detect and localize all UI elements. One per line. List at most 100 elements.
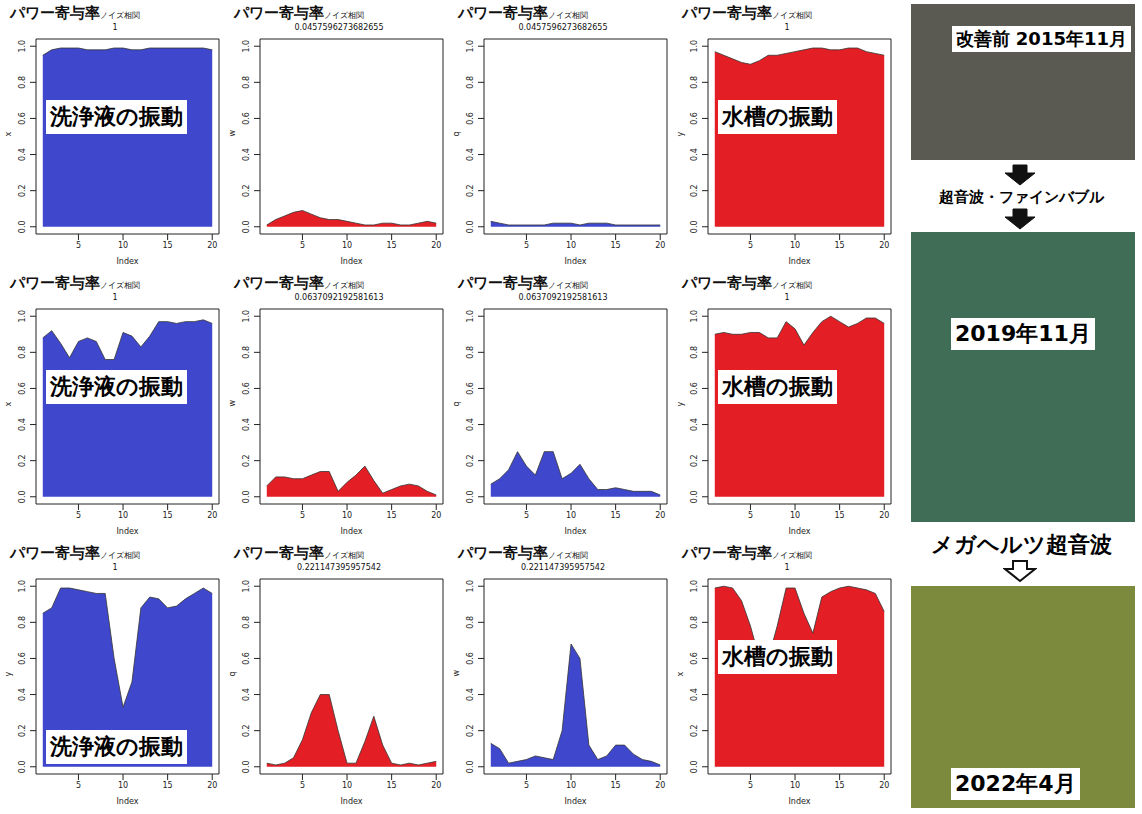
svg-text:0.4: 0.4 [690, 688, 699, 701]
svg-text:0.6: 0.6 [18, 652, 27, 665]
svg-text:0.8: 0.8 [690, 346, 699, 359]
svg-text:1.0: 1.0 [690, 580, 699, 593]
svg-text:0.0: 0.0 [18, 220, 27, 233]
svg-text:0.0: 0.0 [690, 490, 699, 503]
svg-text:0.6: 0.6 [690, 382, 699, 395]
svg-text:0.2: 0.2 [690, 184, 699, 197]
svg-text:0.8: 0.8 [466, 76, 475, 89]
svg-text:0.2: 0.2 [690, 454, 699, 467]
svg-text:15: 15 [611, 241, 621, 250]
svg-text:0.6: 0.6 [242, 112, 251, 125]
svg-text:5: 5 [524, 781, 529, 790]
svg-text:10: 10 [118, 241, 128, 250]
svg-text:10: 10 [790, 241, 800, 250]
svg-text:20: 20 [655, 511, 665, 520]
svg-text:0.8: 0.8 [242, 76, 251, 89]
svg-text:Index: Index [788, 257, 810, 266]
svg-text:0.6: 0.6 [242, 382, 251, 395]
svg-text:0.4: 0.4 [466, 148, 475, 161]
svg-text:20: 20 [655, 241, 665, 250]
svg-text:0.8: 0.8 [18, 616, 27, 629]
svg-text:5: 5 [76, 781, 81, 790]
svg-text:Index: Index [116, 527, 138, 536]
svg-text:20: 20 [431, 511, 441, 520]
svg-text:0.8: 0.8 [242, 346, 251, 359]
svg-text:0.4: 0.4 [18, 418, 27, 431]
svg-text:0.2: 0.2 [242, 184, 251, 197]
svg-text:10: 10 [118, 781, 128, 790]
svg-text:0.8: 0.8 [690, 616, 699, 629]
svg-text:0.8: 0.8 [18, 76, 27, 89]
svg-text:5: 5 [748, 241, 753, 250]
svg-text:1.0: 1.0 [18, 580, 27, 593]
svg-text:Index: Index [116, 797, 138, 806]
svg-text:15: 15 [163, 781, 173, 790]
svg-text:15: 15 [835, 241, 845, 250]
svg-text:0.6: 0.6 [18, 382, 27, 395]
svg-text:0.2: 0.2 [242, 724, 251, 737]
svg-text:20: 20 [431, 781, 441, 790]
svg-text:Index: Index [116, 257, 138, 266]
svg-text:0.2: 0.2 [466, 454, 475, 467]
svg-text:10: 10 [790, 781, 800, 790]
svg-text:10: 10 [342, 511, 352, 520]
svg-text:q: q [228, 671, 237, 676]
svg-text:0.0: 0.0 [242, 220, 251, 233]
svg-text:10: 10 [118, 511, 128, 520]
svg-text:20: 20 [207, 781, 217, 790]
svg-text:15: 15 [387, 781, 397, 790]
svg-text:15: 15 [835, 781, 845, 790]
svg-text:q: q [452, 131, 461, 136]
svg-text:Index: Index [340, 257, 362, 266]
svg-text:0.6: 0.6 [466, 112, 475, 125]
svg-text:10: 10 [566, 241, 576, 250]
svg-text:20: 20 [879, 511, 889, 520]
svg-text:0.4: 0.4 [242, 688, 251, 701]
svg-text:1.0: 1.0 [18, 40, 27, 53]
svg-text:y: y [4, 672, 13, 677]
svg-text:w: w [228, 130, 237, 137]
svg-text:0.6: 0.6 [690, 112, 699, 125]
svg-text:0.8: 0.8 [18, 346, 27, 359]
svg-text:5: 5 [76, 511, 81, 520]
svg-text:0.8: 0.8 [690, 76, 699, 89]
svg-text:15: 15 [611, 781, 621, 790]
svg-text:0.4: 0.4 [466, 688, 475, 701]
svg-text:0.6: 0.6 [690, 652, 699, 665]
svg-text:1.0: 1.0 [466, 310, 475, 323]
svg-text:20: 20 [207, 241, 217, 250]
svg-text:0.4: 0.4 [690, 418, 699, 431]
svg-text:Index: Index [564, 797, 586, 806]
svg-text:5: 5 [300, 241, 305, 250]
svg-text:1.0: 1.0 [18, 310, 27, 323]
svg-text:20: 20 [207, 511, 217, 520]
svg-text:0.8: 0.8 [466, 616, 475, 629]
svg-text:10: 10 [342, 241, 352, 250]
svg-text:1.0: 1.0 [242, 40, 251, 53]
svg-text:0.6: 0.6 [466, 382, 475, 395]
svg-text:0.0: 0.0 [466, 490, 475, 503]
svg-text:15: 15 [163, 241, 173, 250]
svg-text:0.4: 0.4 [242, 418, 251, 431]
svg-text:20: 20 [655, 781, 665, 790]
svg-text:0.4: 0.4 [690, 148, 699, 161]
svg-text:Index: Index [788, 527, 810, 536]
svg-text:5: 5 [748, 511, 753, 520]
svg-text:0.2: 0.2 [18, 454, 27, 467]
svg-text:0.2: 0.2 [690, 724, 699, 737]
svg-text:Index: Index [564, 527, 586, 536]
svg-text:w: w [228, 400, 237, 407]
svg-text:0.0: 0.0 [466, 220, 475, 233]
svg-text:0.2: 0.2 [466, 184, 475, 197]
svg-text:q: q [452, 401, 461, 406]
svg-text:20: 20 [431, 241, 441, 250]
svg-text:15: 15 [163, 511, 173, 520]
svg-text:5: 5 [524, 511, 529, 520]
svg-text:15: 15 [611, 511, 621, 520]
svg-text:Index: Index [340, 797, 362, 806]
svg-text:10: 10 [790, 511, 800, 520]
svg-text:0.0: 0.0 [690, 760, 699, 773]
svg-text:0.2: 0.2 [242, 454, 251, 467]
svg-text:Index: Index [340, 527, 362, 536]
svg-text:0.2: 0.2 [18, 724, 27, 737]
